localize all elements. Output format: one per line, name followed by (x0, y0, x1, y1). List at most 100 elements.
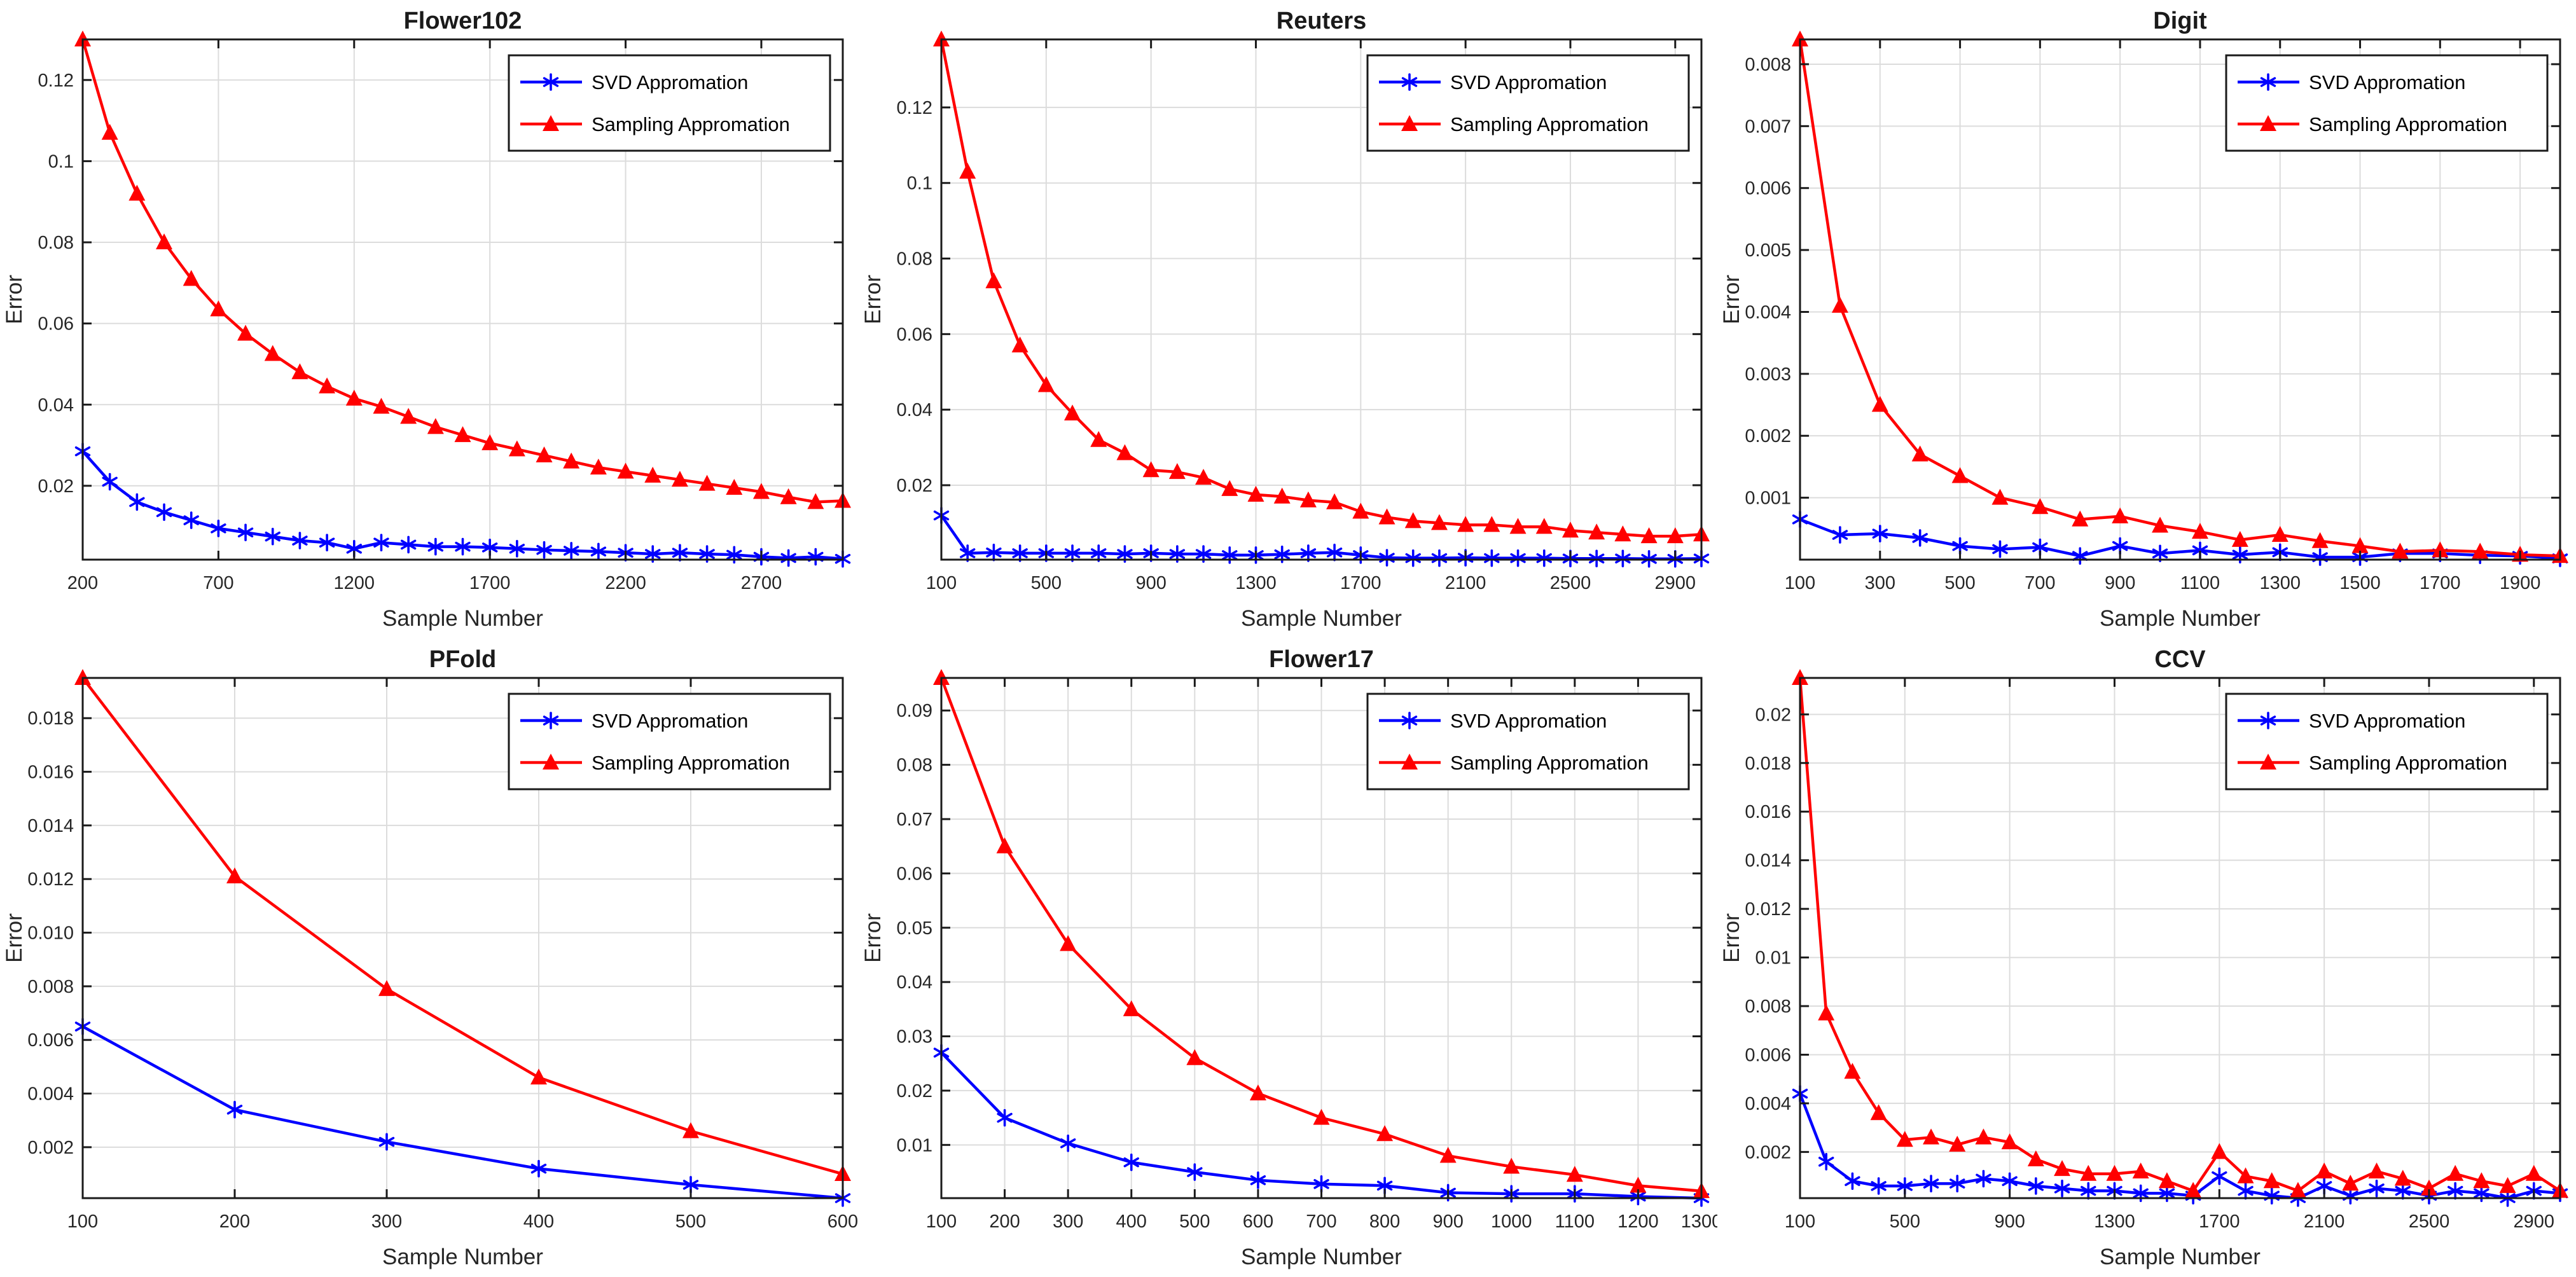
y-tick-label: 0.004 (27, 1084, 74, 1105)
tick-labels: 100 300 500 700 900 1100 1300 1500 1700 1900 0.001… (1745, 55, 2540, 593)
y-tick-label: 0.016 (27, 763, 74, 783)
y-axis-label: Error (2, 275, 27, 324)
x-tick-label: 100 (926, 1211, 957, 1232)
x-tick-label: 2700 (741, 573, 782, 593)
legend: SVD Appromation Sampling Appromation (1366, 54, 1690, 152)
legend-entry-label: Sampling Appromation (2309, 752, 2507, 774)
x-tick-label: 2200 (605, 573, 646, 593)
chart-ccv: 100 500 900 1300 1700 2100 2500 2900 0.002 0.004 0… (1717, 638, 2576, 1277)
x-tick-label: 200 (219, 1211, 250, 1232)
x-tick-label: 1300 (2259, 573, 2301, 593)
legend-entry-label: SVD Appromation (2309, 710, 2465, 732)
y-tick-label: 0.004 (1745, 302, 1791, 322)
y-tick-label: 0.06 (897, 324, 932, 345)
x-tick-label: 2100 (1445, 573, 1486, 593)
x-tick-label: 800 (1369, 1211, 1400, 1232)
x-tick-label: 1700 (2199, 1211, 2240, 1232)
series-line (1799, 518, 2561, 560)
grid-lines (82, 39, 843, 560)
tick-labels: 100 200 300 400 500 600 700 800 900 1000 1100 1200 1… (897, 701, 1717, 1232)
legend-entry-label: Sampling Appromation (592, 113, 790, 135)
x-tick-label: 1200 (334, 573, 375, 593)
chart-pfold: 100 200 300 400 500 600 0.002 0.004 0.006 0.008 0.… (0, 638, 859, 1277)
chart-title: Flower17 (1269, 646, 1374, 673)
y-tick-label: 0.02 (897, 1081, 932, 1101)
x-tick-label: 1200 (1617, 1211, 1659, 1232)
x-tick-label: 700 (2025, 573, 2055, 593)
y-tick-label: 0.06 (897, 864, 932, 884)
legend-entry-label: Sampling Appromation (1450, 752, 1649, 774)
x-tick-label: 200 (67, 573, 98, 593)
y-tick-label: 0.1 (907, 174, 932, 194)
legend: SVD Appromation Sampling Appromation (1366, 693, 1690, 790)
axes-box (1799, 677, 2561, 1199)
y-tick-label: 0.012 (27, 869, 74, 890)
x-tick-label: 100 (1785, 573, 1815, 593)
legend-entry-label: SVD Appromation (592, 71, 748, 93)
chart-flower17: 100 200 300 400 500 600 700 800 900 1000 1100 1200 1… (859, 638, 1717, 1277)
y-tick-label: 0.014 (1745, 851, 1791, 871)
y-tick-label: 0.010 (27, 923, 74, 944)
axes-box (940, 677, 1703, 1199)
y-tick-label: 0.018 (1745, 754, 1791, 774)
legend: SVD Appromation Sampling Appromation (508, 54, 831, 152)
chart-cell-digit: 100 300 500 700 900 1100 1300 1500 1700 1900 0.001… (1717, 0, 2576, 638)
y-tick-label: 0.02 (897, 476, 932, 496)
y-tick-label: 0.006 (1745, 179, 1791, 199)
series-line (940, 514, 1702, 561)
y-tick-label: 0.005 (1745, 240, 1791, 261)
legend-entry-label: SVD Appromation (592, 710, 748, 732)
legend: SVD Appromation Sampling Appromation (2225, 693, 2549, 790)
tick-labels: 100 500 900 1300 1700 2100 2500 2900 0.002 0.004 0… (1745, 705, 2554, 1232)
x-tick-label: 300 (1865, 573, 1895, 593)
y-tick-label: 0.09 (897, 701, 932, 721)
x-tick-label: 300 (371, 1211, 402, 1232)
chart-title: CCV (2154, 646, 2206, 673)
tick-labels: 100 200 300 400 500 600 0.002 0.004 0.006 0.008 0.… (27, 708, 858, 1232)
chart-title: Digit (2153, 8, 2207, 34)
y-tick-label: 0.014 (27, 816, 74, 836)
y-tick-label: 0.002 (27, 1138, 74, 1158)
x-tick-label: 700 (203, 573, 233, 593)
x-tick-label: 300 (1053, 1211, 1083, 1232)
x-tick-label: 1100 (2180, 573, 2220, 593)
x-axis-label: Sample Number (382, 606, 543, 631)
tick-labels: 100 500 900 1300 1700 2100 2500 2900 0.02 0.04 0.0… (897, 98, 1696, 593)
x-tick-label: 600 (828, 1211, 858, 1232)
x-tick-label: 2500 (2409, 1211, 2450, 1232)
legend-entry-label: SVD Appromation (2309, 71, 2465, 93)
y-axis-label: Error (1719, 275, 1744, 324)
chart-title: PFold (429, 646, 497, 673)
y-tick-label: 0.004 (1745, 1094, 1791, 1114)
legend-entry-label: Sampling Appromation (1450, 113, 1649, 135)
x-axis-label: Sample Number (2100, 606, 2261, 631)
x-tick-label: 1700 (1340, 573, 1381, 593)
chart-cell-reuters: 100 500 900 1300 1700 2100 2500 2900 0.02 0.04 0.0… (859, 0, 1717, 638)
x-tick-label: 1500 (2339, 573, 2381, 593)
x-tick-label: 500 (1031, 573, 1062, 593)
x-tick-label: 2100 (2304, 1211, 2345, 1232)
y-tick-label: 0.1 (48, 151, 74, 172)
y-tick-label: 0.04 (897, 972, 932, 993)
y-tick-label: 0.012 (1745, 899, 1791, 920)
chart-cell-pfold: 100 200 300 400 500 600 0.002 0.004 0.006 0.008 0.… (0, 638, 859, 1277)
x-tick-label: 2900 (2514, 1211, 2555, 1232)
y-tick-label: 0.07 (897, 810, 932, 830)
y-tick-label: 0.008 (1745, 997, 1791, 1017)
y-tick-label: 0.02 (1755, 705, 1791, 725)
y-tick-label: 0.05 (897, 918, 932, 939)
y-tick-label: 0.04 (38, 395, 74, 415)
legend-entry-label: Sampling Appromation (2309, 113, 2507, 135)
y-axis-label: Error (1719, 913, 1744, 963)
legend-entry-label: SVD Appromation (1450, 710, 1607, 732)
y-tick-label: 0.018 (27, 708, 74, 729)
x-tick-label: 1300 (1235, 573, 1277, 593)
x-tick-label: 1000 (1491, 1211, 1532, 1232)
x-tick-label: 100 (926, 573, 957, 593)
y-tick-label: 0.002 (1745, 1142, 1791, 1163)
axes-box (81, 38, 844, 561)
x-axis-label: Sample Number (1241, 606, 1402, 631)
x-tick-label: 2500 (1550, 573, 1591, 593)
y-tick-label: 0.03 (897, 1027, 932, 1047)
